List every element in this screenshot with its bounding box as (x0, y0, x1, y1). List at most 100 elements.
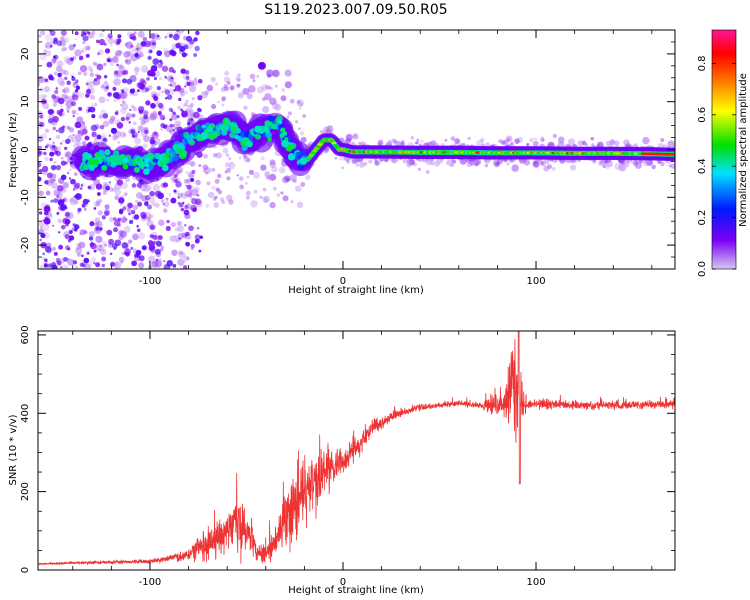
speckle-blob (131, 183, 137, 188)
noise-blob (177, 258, 185, 267)
speckle-blob (69, 57, 74, 62)
speckle-blob (44, 204, 51, 210)
noise-blob (38, 34, 42, 38)
speckle-blob (165, 225, 171, 232)
ridge-hotspot (281, 139, 289, 148)
spectrogram-ylabel: Frequency (Hz) (8, 112, 19, 188)
noise-blob (222, 147, 229, 154)
noise-blob (618, 163, 627, 172)
speckle-blob (130, 129, 136, 134)
speckle-blob (72, 114, 76, 118)
ridge-hotspot (277, 119, 283, 125)
speckle-blob (65, 138, 71, 145)
noise-blob (670, 163, 675, 169)
speckle-blob (155, 258, 159, 262)
noise-blob (540, 161, 545, 166)
noise-blob (163, 201, 170, 208)
noise-blob (262, 105, 270, 114)
speckle-blob (180, 108, 184, 112)
ridge-hotspot (122, 163, 129, 170)
noise-blob (109, 61, 114, 67)
x-tick-label: 100 (526, 276, 545, 287)
noise-blob (112, 56, 118, 61)
noise-blob (142, 185, 150, 193)
speckle-blob (74, 228, 78, 232)
noise-blob (185, 99, 189, 104)
noise-blob (127, 207, 131, 212)
speckle-blob (128, 121, 131, 124)
speckle-blob (157, 235, 163, 240)
noise-blob (406, 161, 413, 168)
speckle-blob (107, 33, 113, 39)
noise-blob (102, 190, 107, 195)
noise-blob (660, 161, 665, 167)
noise-blob (467, 136, 471, 141)
noise-blob (174, 235, 177, 238)
speckle-blob (170, 50, 177, 57)
speckle-blob (68, 229, 73, 235)
noise-blob (117, 141, 120, 144)
noise-blob (278, 166, 286, 174)
speckle-blob (136, 225, 139, 228)
speckle-blob (109, 252, 113, 256)
noise-blob (469, 160, 476, 166)
speckle-blob (122, 206, 127, 211)
noise-blob (417, 167, 421, 172)
noise-blob (211, 185, 216, 190)
speckle-blob (49, 30, 56, 36)
noise-blob (139, 52, 144, 58)
speckle-blob (85, 82, 89, 86)
speckle-blob (181, 110, 188, 118)
noise-blob (93, 201, 100, 207)
noise-blob (296, 99, 305, 107)
noise-blob (40, 228, 44, 231)
noise-blob (134, 137, 141, 145)
noise-blob (425, 170, 430, 174)
ridge-hotspot (271, 123, 277, 130)
noise-blob (221, 96, 227, 101)
snr-xlabel: Height of straight line (km) (288, 585, 424, 596)
noise-blob (243, 105, 248, 110)
speckle-blob (139, 78, 146, 84)
noise-blob (179, 251, 184, 255)
noise-blob (248, 85, 256, 93)
noise-blob (85, 45, 91, 51)
noise-blob (238, 156, 242, 160)
noise-blob (189, 160, 196, 167)
noise-blob (274, 103, 282, 111)
speckle-blob (53, 179, 56, 182)
noise-blob (74, 265, 79, 269)
y-tick-label: 0 (20, 567, 31, 573)
speckle-blob (96, 74, 102, 80)
noise-blob (161, 90, 164, 94)
speckle-blob (173, 189, 177, 193)
speckle-blob (77, 207, 82, 212)
noise-blob (351, 141, 355, 145)
speckle-blob (81, 128, 88, 135)
noise-blob (158, 219, 165, 226)
noise-blob (206, 181, 211, 186)
speckle-blob (123, 251, 127, 255)
noise-blob (446, 159, 452, 166)
speckle-blob (144, 129, 149, 135)
speckle-blob (58, 244, 64, 250)
noise-blob (289, 174, 297, 182)
ridge-hotspot (172, 143, 180, 151)
noise-blob (119, 131, 127, 138)
speckle-blob (96, 39, 100, 44)
speckle-blob (135, 249, 142, 256)
speckle-blob (44, 216, 49, 221)
noise-blob (83, 71, 88, 77)
speckle-blob (149, 33, 156, 40)
speckle-blob (164, 89, 170, 95)
noise-blob (191, 79, 198, 86)
ridge-hotspot (282, 131, 288, 136)
noise-blob (43, 86, 51, 93)
noise-blob (74, 37, 77, 41)
noise-blob (64, 151, 72, 158)
speckle-blob (43, 210, 49, 216)
speckle-blob (182, 201, 185, 204)
noise-blob (191, 189, 199, 197)
noise-blob (188, 188, 193, 193)
